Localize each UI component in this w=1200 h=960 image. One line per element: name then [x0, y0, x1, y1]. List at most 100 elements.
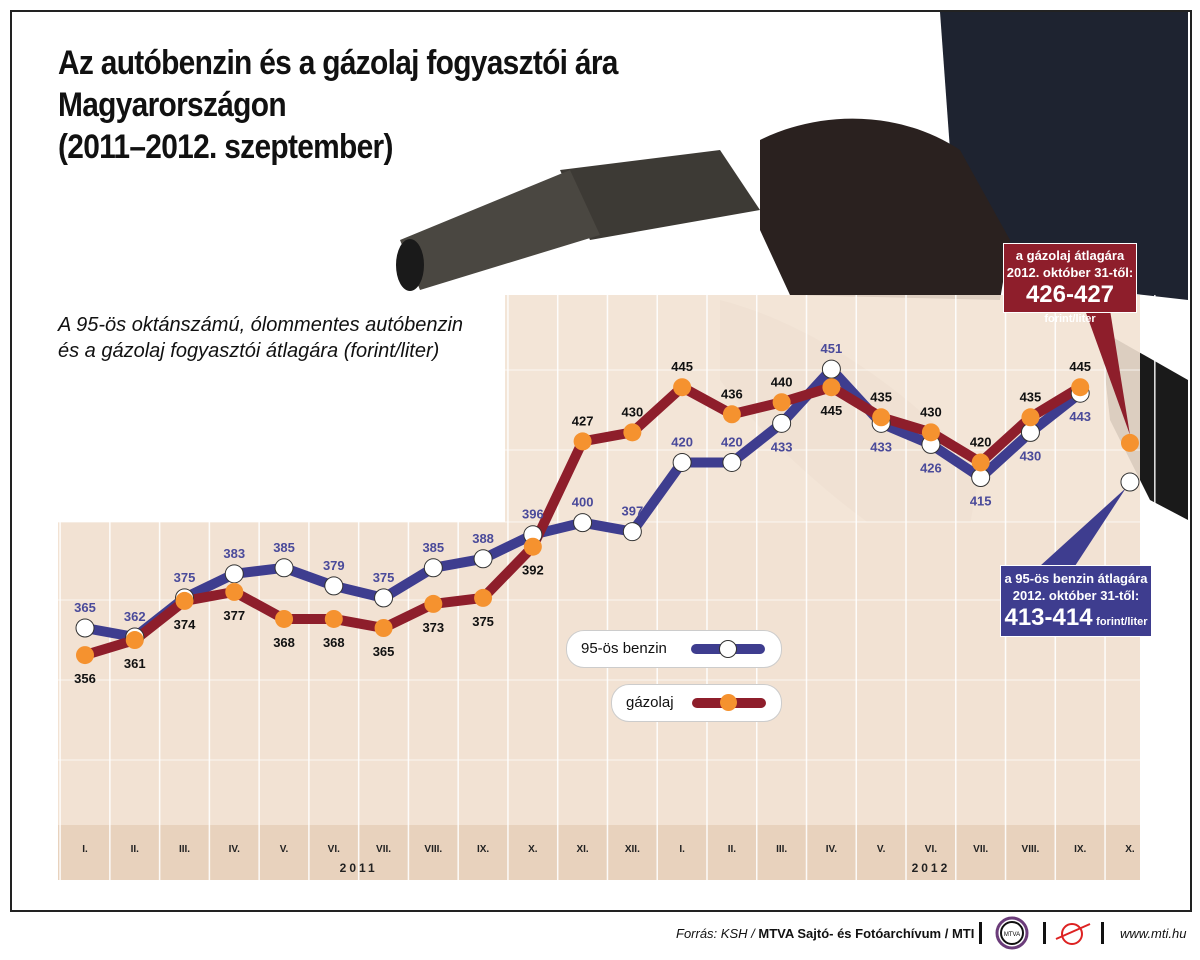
title-line: Az autóbenzin és a gázolaj fogyasztói ár… [58, 44, 618, 82]
data-point-gazolaj [573, 432, 592, 451]
data-point-benzin [274, 558, 294, 578]
data-label-gazolaj: 377 [223, 608, 245, 623]
data-point-benzin [224, 564, 244, 584]
chart-subtitle: A 95-ös oktánszámú, ólommentes autóbenzi… [58, 312, 463, 364]
data-point-gazolaj [1071, 378, 1090, 397]
callout-text: a 95-ös benzin átlagára [1004, 571, 1148, 586]
legend-item-benzin: 95-ös benzin [566, 630, 782, 668]
data-label-benzin: 388 [472, 531, 494, 546]
chart-title: Az autóbenzin és a gázolaj fogyasztói ár… [58, 42, 618, 168]
title-line: Magyarországon [58, 86, 287, 124]
data-label-gazolaj: 436 [721, 386, 743, 401]
data-label-gazolaj: 392 [522, 563, 544, 578]
subtitle-line: és a gázolaj fogyasztói átlagára (forint… [58, 340, 440, 362]
data-label-gazolaj: 445 [821, 403, 843, 418]
callout-value: 426-427 [1025, 281, 1115, 308]
x-tick-label: III. [776, 844, 787, 855]
year-label: 2011 [340, 861, 378, 875]
data-label-benzin: 385 [422, 540, 444, 555]
data-point-gazolaj [424, 594, 443, 613]
data-label-benzin: 415 [970, 494, 992, 509]
x-tick-label: II. [728, 844, 737, 855]
callout-gazolaj: a gázolaj átlagára 2012. október 31-től:… [1003, 243, 1137, 325]
subtitle-line: A 95-ös oktánszámú, ólommentes autóbenzi… [58, 314, 464, 336]
data-point-gazolaj [921, 423, 940, 442]
data-point-gazolaj [971, 453, 990, 472]
legend-label: 95-ös benzin [581, 640, 667, 657]
frame [10, 10, 1192, 912]
data-label-gazolaj: 420 [970, 434, 992, 449]
data-point-benzin [622, 522, 642, 542]
data-label-gazolaj: 368 [323, 635, 345, 650]
callout-benzin: a 95-ös benzin átlagára 2012. október 31… [1000, 565, 1152, 637]
data-point-benzin [821, 359, 841, 379]
x-tick-label: XI. [576, 844, 588, 855]
x-tick-label: VI. [328, 844, 340, 855]
data-point-benzin [75, 618, 95, 638]
data-label-benzin: 362 [124, 609, 146, 624]
data-point-gazolaj [872, 408, 891, 427]
data-point-benzin [374, 588, 394, 608]
data-point-gazolaj [673, 378, 692, 397]
callout-text: a gázolaj átlagára [1015, 248, 1125, 263]
data-label-gazolaj: 361 [124, 656, 146, 671]
x-tick-label: II. [131, 844, 140, 855]
x-tick-label: I. [82, 844, 88, 855]
data-label-benzin: 397 [622, 504, 644, 519]
data-label-benzin: 451 [821, 341, 843, 356]
data-label-benzin: 375 [174, 570, 196, 585]
data-point-gazolaj [225, 582, 244, 601]
x-tick-label: V. [877, 844, 886, 855]
data-label-benzin: 400 [572, 495, 594, 510]
callout-text: 2012. október 31-től: [1012, 588, 1140, 603]
x-tick-label: V. [280, 844, 289, 855]
x-tick-label: IX. [1074, 844, 1086, 855]
data-label-gazolaj: 368 [273, 635, 295, 650]
data-label-gazolaj: 440 [771, 374, 793, 389]
data-label-benzin: 426 [920, 460, 942, 475]
data-point-gazolaj [76, 646, 94, 665]
x-tick-label: I. [679, 844, 685, 855]
callout-unit: forint/liter [1096, 616, 1148, 628]
data-point-benzin [423, 558, 443, 578]
data-point-gazolaj [275, 609, 294, 628]
data-label-gazolaj: 445 [1069, 359, 1091, 374]
data-point-gazolaj [523, 537, 542, 556]
data-label-gazolaj: 374 [174, 617, 196, 632]
legend-marker-benzin [719, 640, 737, 658]
data-label-gazolaj: 430 [622, 404, 644, 419]
data-point-gazolaj [722, 405, 741, 424]
data-point-gazolaj [324, 609, 343, 628]
plot-panel-upper [505, 295, 1140, 522]
data-point-gazolaj [374, 619, 393, 637]
data-point-benzin [772, 413, 792, 433]
website-link[interactable]: www.mti.hu [1120, 926, 1187, 941]
data-label-benzin: 375 [373, 570, 395, 585]
data-label-gazolaj: 356 [74, 671, 96, 686]
callout-value: 413-414 [1004, 604, 1093, 631]
source-agency: MTVA Sajtó- és Fotóarchívum / MTI [758, 926, 975, 941]
data-label-benzin: 365 [74, 600, 96, 615]
data-point-gazolaj [1120, 433, 1139, 452]
year-label: 2012 [912, 861, 951, 875]
callout-text: 2012. október 31-től: [1006, 265, 1134, 280]
data-label-benzin: 433 [771, 439, 793, 454]
legend-label: gázolaj [626, 694, 674, 711]
x-tick-label: VII. [973, 844, 988, 855]
data-label-benzin: 379 [323, 558, 345, 573]
data-point-benzin [672, 452, 692, 472]
x-axis-band [58, 825, 1140, 880]
data-label-gazolaj: 365 [373, 644, 395, 659]
data-point-gazolaj [474, 588, 493, 607]
x-tick-label: XII. [625, 844, 640, 855]
x-tick-label: VIII. [424, 844, 442, 855]
x-tick-label: VII. [376, 844, 391, 855]
x-tick-label: IV. [826, 844, 838, 855]
legend-item-gazolaj: gázolaj [611, 684, 782, 722]
data-label-benzin: 443 [1069, 409, 1091, 424]
data-label-gazolaj: 375 [472, 614, 494, 629]
data-point-gazolaj [1021, 408, 1040, 427]
data-label-benzin: 433 [870, 439, 892, 454]
